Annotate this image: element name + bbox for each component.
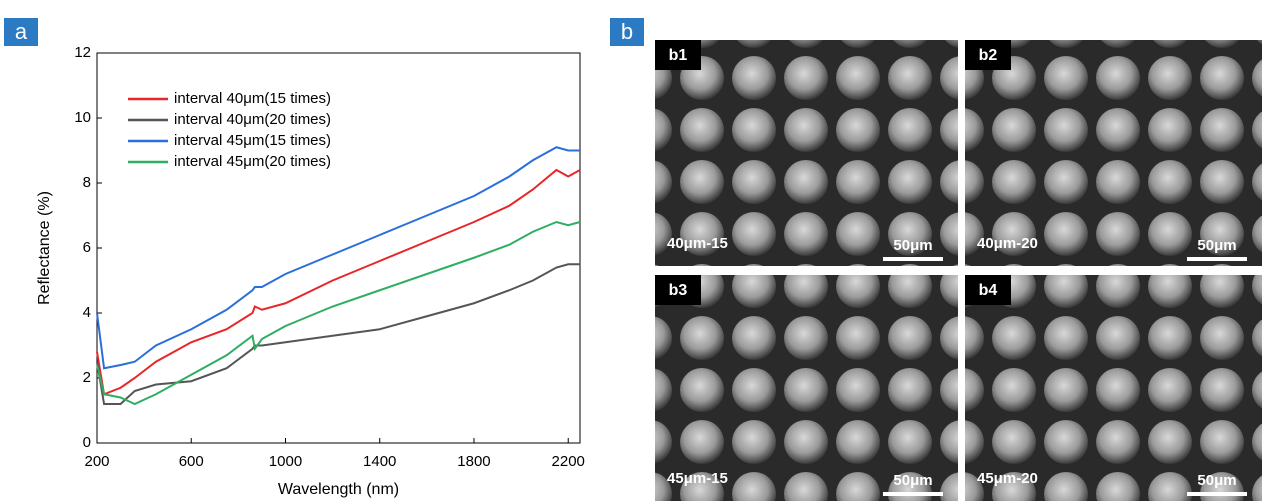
- scale-bar: [883, 257, 943, 261]
- scale-label: 50μm: [1197, 472, 1236, 489]
- sem-tag-bg: [965, 40, 1011, 70]
- sem-image: [655, 275, 958, 501]
- y-tick-label: 6: [83, 239, 91, 256]
- x-tick-label: 200: [84, 453, 109, 470]
- y-tick-label: 4: [83, 304, 91, 321]
- y-tick-label: 12: [74, 44, 91, 61]
- panel-badge: [4, 18, 38, 46]
- x-tick-label: 600: [179, 453, 204, 470]
- sem-tag-bg: [965, 275, 1011, 305]
- sem-caption: 45μm-15: [667, 470, 728, 487]
- sem-tag-bg: [655, 40, 701, 70]
- legend-label: interval 45μm(15 times): [174, 132, 331, 149]
- sem-tag: b3: [669, 282, 688, 299]
- plot-frame: [96, 52, 581, 444]
- sem-image: [965, 275, 1262, 501]
- sem-tag: b2: [979, 47, 998, 64]
- sem-tag: b4: [979, 282, 998, 299]
- y-tick-label: 10: [74, 109, 91, 126]
- scale-label: 50μm: [893, 472, 932, 489]
- sem-caption: 40μm-15: [667, 235, 728, 252]
- x-tick-label: 1800: [457, 453, 490, 470]
- sem-images: b1 40μm-15 50μm b2 40μm-20 50μm b3 45μm-15 50μm b…: [655, 40, 1262, 501]
- scale-bar: [1187, 492, 1247, 496]
- legend-label: interval 40μm(15 times): [174, 90, 331, 107]
- series-line: [96, 263, 580, 405]
- x-axis-label: Wavelength (nm): [278, 481, 399, 498]
- legend-label: interval 40μm(20 times): [174, 111, 331, 128]
- plot: 0 2 4 6 8 10 12 200 600 1000 1400 1800 2200 Wavelengt…: [36, 44, 585, 498]
- sem-caption: 45μm-20: [977, 470, 1038, 487]
- panel-label: a: [15, 19, 28, 44]
- y-tick-label: 8: [83, 174, 91, 191]
- sem-tag: b1: [669, 47, 688, 64]
- scale-bar: [1187, 257, 1247, 261]
- scale-label: 50μm: [1197, 237, 1236, 254]
- series-line: [96, 220, 581, 406]
- scale-label: 50μm: [893, 237, 932, 254]
- y-tick-label: 2: [83, 369, 91, 386]
- panel-badge: [610, 18, 644, 46]
- series-line: [96, 168, 581, 396]
- series-line: [96, 146, 580, 370]
- legend-label: interval 45μm(20 times): [174, 153, 331, 170]
- y-tick-label: 0: [83, 434, 91, 451]
- x-tick-label: 1000: [269, 453, 302, 470]
- panel-label: b: [621, 19, 633, 44]
- sem-tag-bg: [655, 275, 701, 305]
- x-tick-label: 1400: [363, 453, 396, 470]
- x-tick-label: 2200: [552, 453, 585, 470]
- sem-caption: 40μm-20: [977, 235, 1038, 252]
- sem-image: [965, 40, 1262, 266]
- y-axis-label: Reflectance (%): [36, 191, 53, 305]
- sem-image: [655, 40, 958, 266]
- scale-bar: [883, 492, 943, 496]
